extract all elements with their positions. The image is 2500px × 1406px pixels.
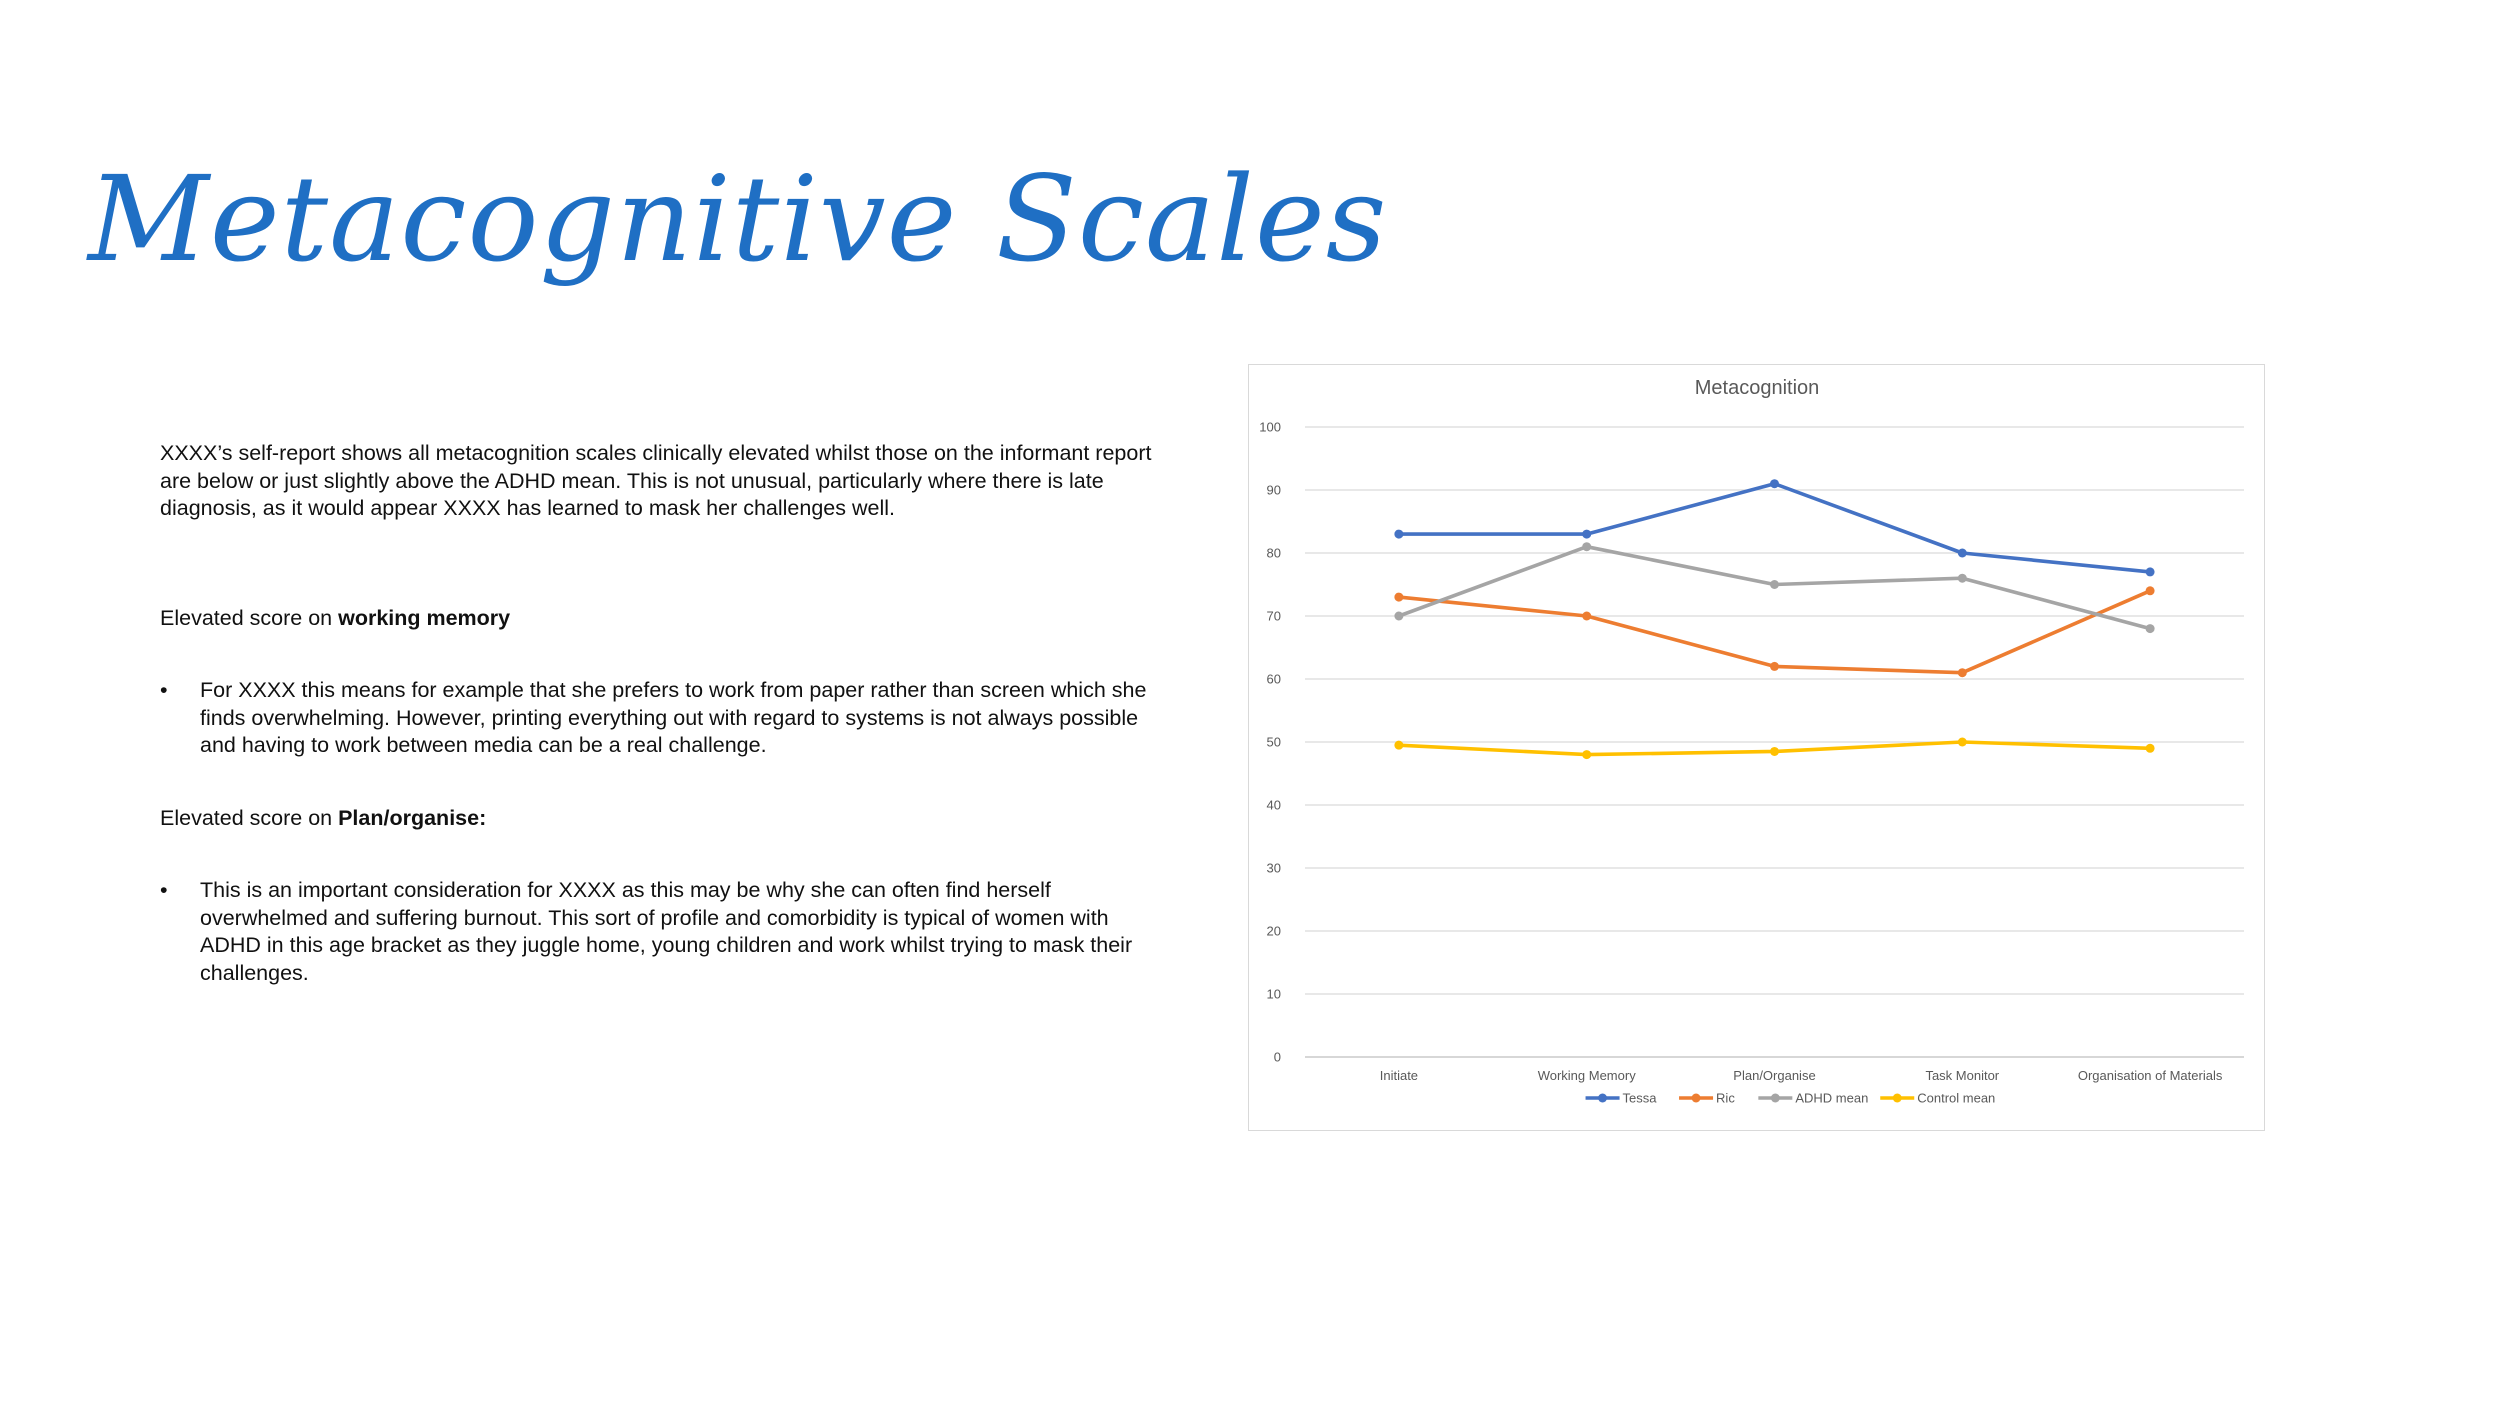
legend-marker — [1892, 1093, 1902, 1103]
legend-item: Control mean — [1880, 1091, 1995, 1106]
heading-prefix: Elevated score on — [160, 605, 339, 630]
series-line — [1397, 481, 2152, 574]
series-control-mean — [1394, 737, 2155, 760]
y-tick-label: 30 — [1267, 861, 1281, 876]
y-tick-label: 40 — [1267, 798, 1281, 813]
chart-frame: Metacognition 0 10 20 30 40 50 60 70 80 90 100 Ini… — [1248, 364, 2265, 1131]
data-point — [1770, 661, 1779, 671]
y-tick-label: 100 — [1259, 420, 1281, 435]
data-point — [1770, 580, 1779, 589]
series-adhd-mean — [1394, 542, 2155, 634]
data-point — [1394, 740, 1404, 750]
data-point — [2145, 624, 2155, 634]
data-point — [1582, 611, 1592, 621]
heading-bold-plan-organise: Plan/organise: — [338, 805, 487, 830]
data-point — [1957, 573, 1967, 583]
x-tick-label: Plan/Organise — [1733, 1068, 1815, 1083]
bullet-text: This is an important consideration for X… — [200, 878, 1133, 985]
heading-prefix: Elevated score on — [160, 805, 339, 830]
bullet-item: • For XXXX this means for example that s… — [160, 677, 1170, 760]
line-chart: Metacognition 0 10 20 30 40 50 60 70 80 90 100 Ini… — [1259, 377, 2244, 1106]
x-tick-label: Working Memory — [1538, 1068, 1637, 1083]
data-point — [1957, 737, 1967, 747]
data-point — [1770, 479, 1779, 489]
slide-title: Metacognitive Scales — [88, 150, 1388, 288]
y-tick-label: 20 — [1267, 924, 1281, 939]
series-lines — [1394, 479, 2155, 760]
x-axis-ticks: Initiate Working Memory Plan/Organise Task … — [1380, 1068, 2223, 1083]
legend-label: Tessa — [1623, 1091, 1658, 1106]
data-point — [1394, 529, 1404, 539]
data-point — [1394, 592, 1404, 602]
series-tessa — [1394, 479, 2155, 577]
data-point — [1957, 548, 1967, 558]
data-point — [2145, 586, 2155, 596]
series-line — [1397, 589, 2152, 675]
legend-item: ADHD mean — [1758, 1091, 1868, 1106]
intro-paragraph: XXXX’s self-report shows all metacogniti… — [160, 441, 1152, 520]
body-text: XXXX’s self-report shows all metacogniti… — [160, 440, 1170, 1032]
y-tick-label: 10 — [1267, 987, 1281, 1002]
legend-item: Tessa — [1585, 1091, 1658, 1106]
y-tick-label: 70 — [1267, 609, 1281, 624]
legend: Tessa Ric ADHD mean Control mean — [1585, 1091, 1995, 1106]
legend-label: Control mean — [1917, 1091, 1995, 1106]
section-heading-plan-organise: Elevated score on Plan/organise: — [160, 805, 1170, 833]
data-point — [1957, 668, 1967, 678]
data-point — [1770, 746, 1779, 756]
x-tick-label: Initiate — [1380, 1068, 1418, 1083]
bullet-item: • This is an important consideration for… — [160, 877, 1170, 987]
data-point — [1394, 611, 1404, 621]
data-point — [1582, 529, 1592, 539]
y-tick-label: 0 — [1274, 1050, 1281, 1065]
legend-label: ADHD mean — [1795, 1091, 1868, 1106]
legend-marker — [1598, 1093, 1608, 1103]
x-tick-label: Organisation of Materials — [2078, 1068, 2223, 1083]
heading-bold-working-memory: working memory — [338, 605, 511, 630]
bullet-dot: • — [160, 678, 168, 702]
legend-label: Ric — [1716, 1091, 1735, 1106]
section-heading-working-memory: Elevated score on working memory — [160, 605, 1170, 633]
y-tick-label: 80 — [1267, 546, 1281, 561]
data-point — [2145, 567, 2155, 577]
legend-marker — [1770, 1093, 1780, 1103]
y-axis-ticks: 0 10 20 30 40 50 60 70 80 90 100 — [1259, 420, 1281, 1065]
chart-title: Metacognition — [1695, 377, 1820, 399]
gridlines — [1305, 426, 2244, 1058]
y-tick-label: 90 — [1267, 483, 1281, 498]
data-point — [1582, 542, 1592, 552]
y-tick-label: 50 — [1267, 735, 1281, 750]
data-point — [2145, 743, 2155, 753]
legend-item: Ric — [1679, 1091, 1735, 1106]
series-ric — [1394, 586, 2155, 678]
legend-marker — [1691, 1093, 1701, 1103]
y-tick-label: 60 — [1267, 672, 1281, 687]
data-point — [1582, 750, 1592, 760]
x-tick-label: Task Monitor — [1925, 1068, 1999, 1083]
bullet-text: For XXXX this means for example that she… — [200, 678, 1147, 757]
bullet-dot: • — [160, 878, 168, 902]
